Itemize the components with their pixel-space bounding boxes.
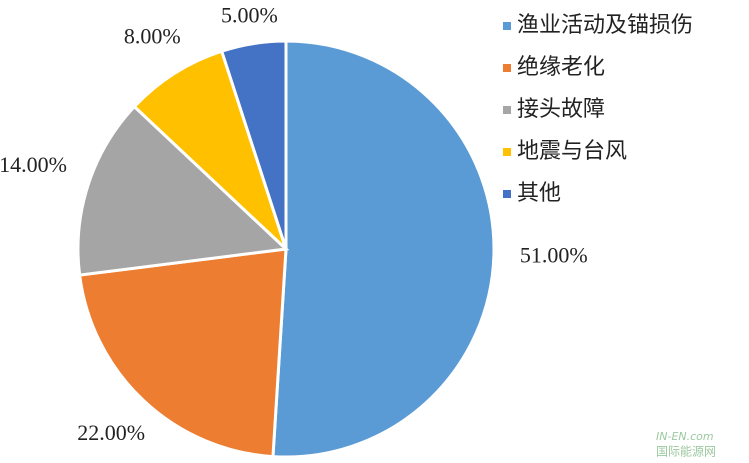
data-label: 51.00% xyxy=(520,242,588,267)
pie-slice xyxy=(271,39,496,459)
data-label: 14.00% xyxy=(0,152,67,177)
legend-label: 地震与台风 xyxy=(517,139,627,164)
data-label: 8.00% xyxy=(124,23,181,48)
pie-slice xyxy=(132,49,288,251)
pie-slice xyxy=(76,104,290,277)
data-label: 22.00% xyxy=(77,420,145,445)
legend-marker xyxy=(503,190,511,198)
legend-marker xyxy=(503,106,511,114)
legend-marker xyxy=(503,64,511,72)
pie-slice xyxy=(77,247,288,459)
legend-label: 接头故障 xyxy=(517,97,605,122)
pie-slice xyxy=(219,39,288,250)
legend-label: 其他 xyxy=(517,181,561,206)
legend-label: 渔业活动及锚损伤 xyxy=(517,13,693,38)
data-label: 5.00% xyxy=(221,3,278,28)
watermark: IN-EN.com xyxy=(656,430,714,443)
legend-marker xyxy=(503,148,511,156)
legend-marker xyxy=(503,22,511,30)
legend-label: 绝缘老化 xyxy=(517,55,605,80)
watermark: 国际能源网 xyxy=(656,445,716,459)
